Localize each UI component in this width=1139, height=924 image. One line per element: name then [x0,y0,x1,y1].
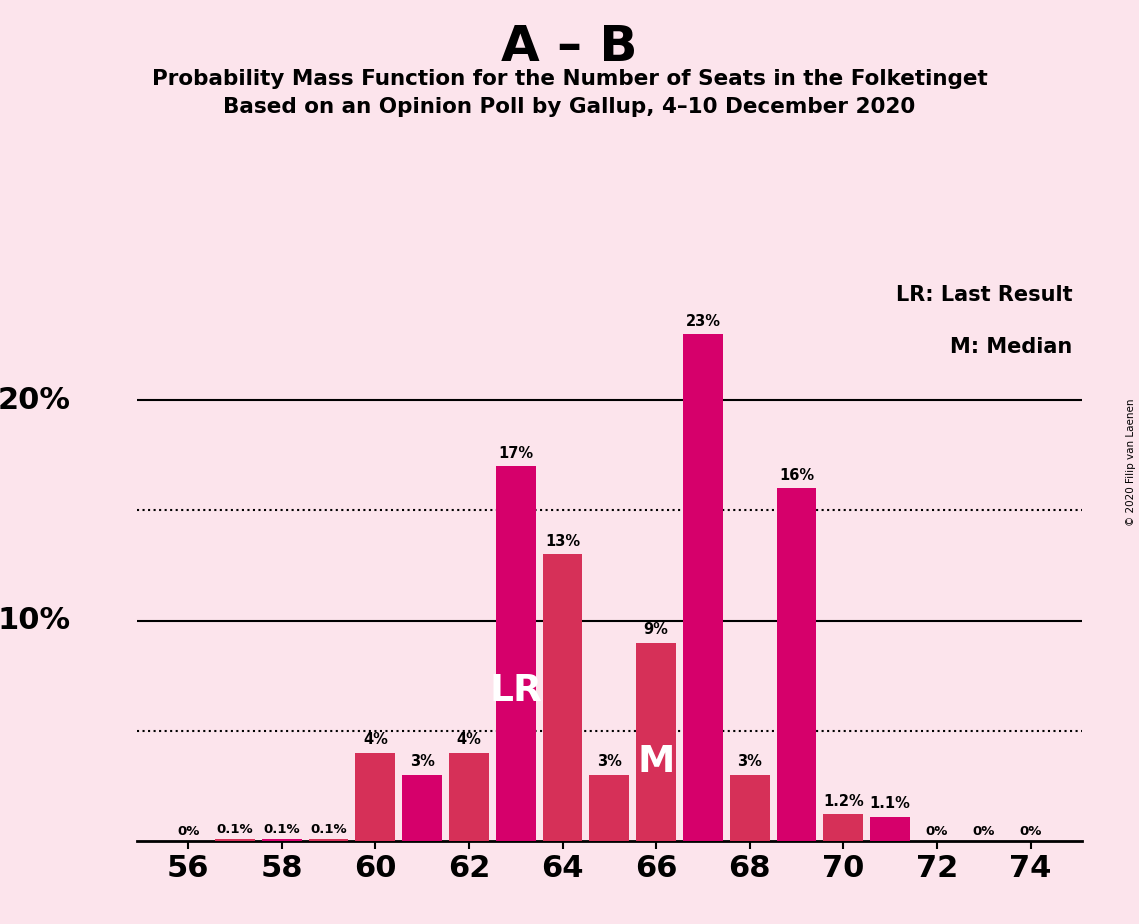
Bar [590,774,629,841]
Text: 3%: 3% [597,754,622,769]
Text: M: M [638,744,674,780]
Text: 0%: 0% [177,825,199,838]
Text: 23%: 23% [686,313,721,329]
Bar [402,774,442,841]
Bar [823,814,863,841]
Text: LR: Last Result: LR: Last Result [896,286,1073,305]
Bar [215,839,255,841]
Text: 13%: 13% [544,534,580,549]
Text: 0.1%: 0.1% [310,823,347,836]
Text: 3%: 3% [410,754,435,769]
Text: 9%: 9% [644,622,669,637]
Text: 10%: 10% [0,606,71,635]
Text: 0%: 0% [973,825,995,838]
Bar [683,334,723,841]
Text: A – B: A – B [501,23,638,71]
Bar [449,753,489,841]
Text: Probability Mass Function for the Number of Seats in the Folketinget: Probability Mass Function for the Number… [151,69,988,90]
Text: © 2020 Filip van Laenen: © 2020 Filip van Laenen [1126,398,1136,526]
Bar [495,467,535,841]
Text: 4%: 4% [363,732,387,748]
Bar [262,839,302,841]
Bar [777,488,817,841]
Text: 4%: 4% [457,732,482,748]
Text: 1.2%: 1.2% [823,794,863,808]
Text: 0%: 0% [926,825,948,838]
Text: M: Median: M: Median [950,336,1073,357]
Bar [870,817,910,841]
Text: 3%: 3% [737,754,762,769]
Bar [309,839,349,841]
Text: 17%: 17% [498,445,533,461]
Bar [355,753,395,841]
Text: Based on an Opinion Poll by Gallup, 4–10 December 2020: Based on an Opinion Poll by Gallup, 4–10… [223,97,916,117]
Text: 16%: 16% [779,468,814,482]
Text: 20%: 20% [0,385,71,415]
Bar [637,642,677,841]
Bar [730,774,770,841]
Text: 0%: 0% [1019,825,1042,838]
Text: 1.1%: 1.1% [870,796,910,811]
Bar [542,554,582,841]
Text: LR: LR [490,673,542,709]
Text: 0.1%: 0.1% [216,823,253,836]
Text: 0.1%: 0.1% [263,823,300,836]
